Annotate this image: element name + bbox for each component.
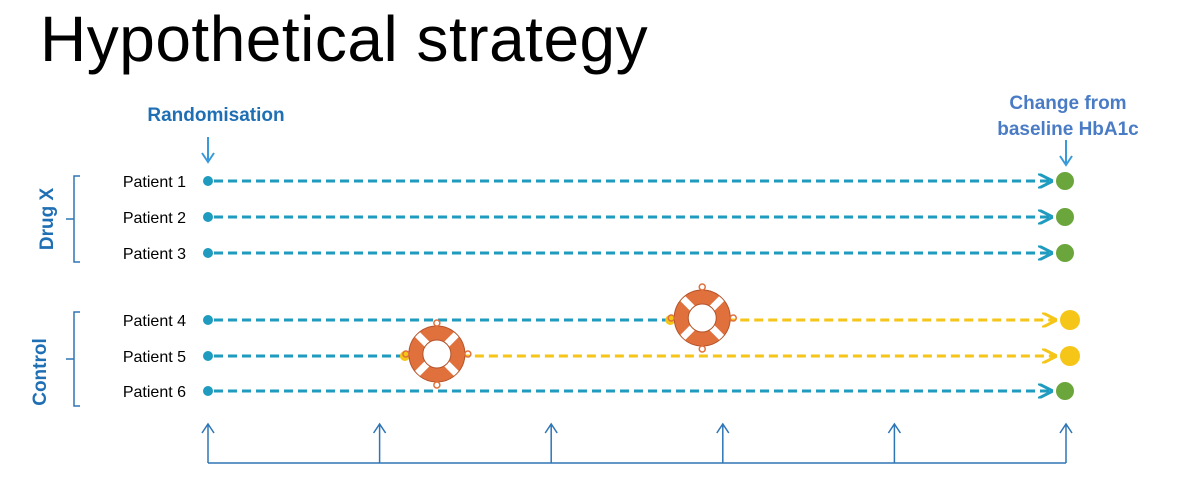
patient-label: Patient 3: [123, 246, 186, 263]
patient-row: Patient 5: [123, 319, 1080, 389]
page-title: Hypothetical strategy: [40, 3, 649, 75]
group-bracket-control: [66, 311, 80, 407]
endpoint-dot: [1056, 172, 1074, 190]
endpoint-dot: [1056, 244, 1074, 262]
patient-row: Patient 1: [123, 172, 1074, 191]
endpoint-arrow: [1059, 140, 1073, 167]
randomisation-dot: [203, 351, 213, 361]
patient-label: Patient 4: [123, 313, 186, 330]
endpoint-dot: [1056, 208, 1074, 226]
group-label-control: Control: [30, 338, 51, 406]
visit-marker: [1059, 422, 1073, 463]
patient-label: Patient 2: [123, 210, 186, 227]
endpoint-label-line2: baseline HbA1c: [997, 119, 1139, 140]
patient-row: Patient 2: [123, 208, 1074, 227]
patient-rows: Patient 1 Patient 2 Patient 3 Patient 4 Pati…: [123, 172, 1080, 401]
randomisation-dot: [203, 176, 213, 186]
patient-row: Patient 3: [123, 244, 1074, 263]
patient-row: Patient 6: [123, 382, 1074, 401]
lifebuoy-icon: [667, 283, 737, 353]
randomisation-dot: [203, 386, 213, 396]
group-bracket-drug-x: [66, 175, 80, 263]
randomisation-label: Randomisation: [147, 105, 284, 126]
visit-marker: [716, 422, 730, 463]
endpoint-dot: [1056, 382, 1074, 400]
randomisation-dot: [203, 315, 213, 325]
randomisation-arrow: [201, 137, 215, 164]
patient-label: Patient 5: [123, 349, 186, 366]
endpoint-dot: [1060, 310, 1080, 330]
visit-marker: [201, 422, 215, 463]
randomisation-dot: [203, 212, 213, 222]
patient-row: Patient 4: [123, 283, 1080, 353]
visit-axis: [201, 422, 1073, 464]
patient-label: Patient 1: [123, 174, 186, 191]
group-label-drug-x: Drug X: [37, 188, 58, 251]
lifebuoy-icon: [402, 319, 472, 389]
visit-marker: [544, 422, 558, 463]
endpoint-label-line1: Change from: [1009, 93, 1126, 114]
endpoint-dot: [1060, 346, 1080, 366]
visit-marker: [887, 422, 902, 463]
patient-label: Patient 6: [123, 384, 186, 401]
visit-marker: [372, 422, 387, 463]
randomisation-dot: [203, 248, 213, 258]
